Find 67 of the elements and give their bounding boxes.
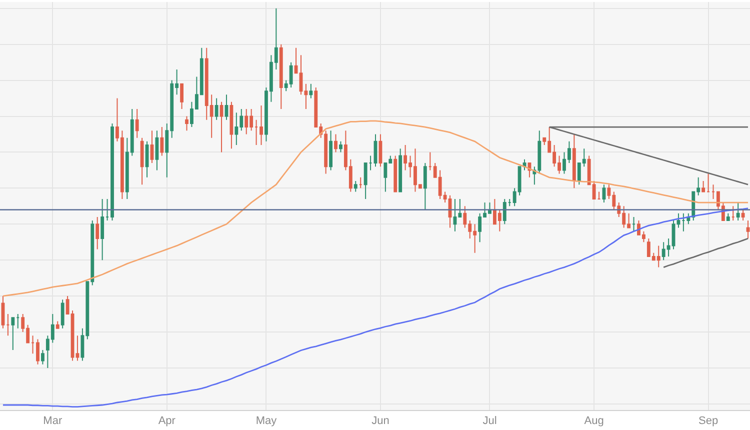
- candlestick: [572, 134, 576, 189]
- x-tick-label: Jun: [372, 415, 390, 428]
- candlestick: [508, 198, 512, 207]
- candlestick: [374, 134, 378, 168]
- candlestick: [76, 335, 80, 362]
- candlestick: [1, 296, 5, 329]
- candlestick: [155, 130, 159, 171]
- candlestick: [676, 212, 680, 228]
- x-tick-label: Aug: [584, 415, 604, 428]
- candlestick: [214, 98, 218, 120]
- candlestick: [712, 184, 715, 200]
- candlestick: [632, 216, 636, 232]
- candlestick: [731, 206, 735, 222]
- candlestick: [260, 104, 263, 146]
- candlestick: [160, 126, 164, 156]
- candlestick: [736, 202, 740, 222]
- x-tick-label: Jul: [482, 415, 497, 428]
- candlestick: [364, 162, 368, 200]
- candlestick: [597, 191, 601, 200]
- candlestick: [602, 184, 606, 204]
- candlestick: [230, 101, 234, 150]
- x-tick-label: Sep: [698, 415, 718, 428]
- candlestick: [185, 116, 188, 132]
- candlestick: [354, 180, 358, 192]
- candlestick: [224, 94, 228, 120]
- candlestick: [294, 47, 298, 74]
- candlestick: [150, 130, 154, 164]
- candlestick: [16, 314, 20, 329]
- candlestick: [368, 155, 372, 171]
- candlestick: [6, 314, 10, 336]
- candlestick: [502, 198, 506, 225]
- candlestick: [358, 176, 362, 189]
- candlestick: [220, 101, 224, 153]
- candlestick: [140, 137, 144, 186]
- candlestick: [106, 198, 109, 222]
- candlestick: [334, 134, 338, 153]
- candlestick: [702, 180, 706, 192]
- candlestick: [11, 317, 15, 350]
- x-tick-label: Mar: [43, 415, 62, 428]
- candlestick: [31, 335, 34, 354]
- candlestick: [180, 83, 184, 110]
- candlestick: [423, 162, 427, 210]
- candlestick: [36, 338, 40, 365]
- candlestick: [378, 134, 382, 168]
- candlestick: [428, 152, 432, 171]
- candlestick: [309, 83, 313, 99]
- candlestick: [741, 209, 745, 222]
- candlestick: [394, 155, 398, 192]
- candlestick: [96, 216, 100, 250]
- candlestick: [254, 119, 258, 146]
- candlestick: [398, 148, 402, 192]
- candlestick: [56, 320, 60, 329]
- candlestick: [135, 108, 139, 138]
- candlestick: [110, 122, 114, 222]
- x-tick-label: Apr: [158, 415, 176, 428]
- candlestick: [145, 140, 149, 178]
- candlestick: [682, 212, 686, 232]
- candlestick: [706, 173, 710, 192]
- candlestick: [279, 44, 283, 110]
- candlestick: [41, 350, 44, 365]
- candlestick: [329, 130, 333, 171]
- candlestick: [60, 299, 64, 329]
- candlestick: [726, 212, 730, 222]
- x-tick-label: May: [256, 415, 278, 428]
- candlestick: [339, 140, 342, 153]
- candlestick: [746, 220, 750, 240]
- candlestick: [100, 198, 104, 261]
